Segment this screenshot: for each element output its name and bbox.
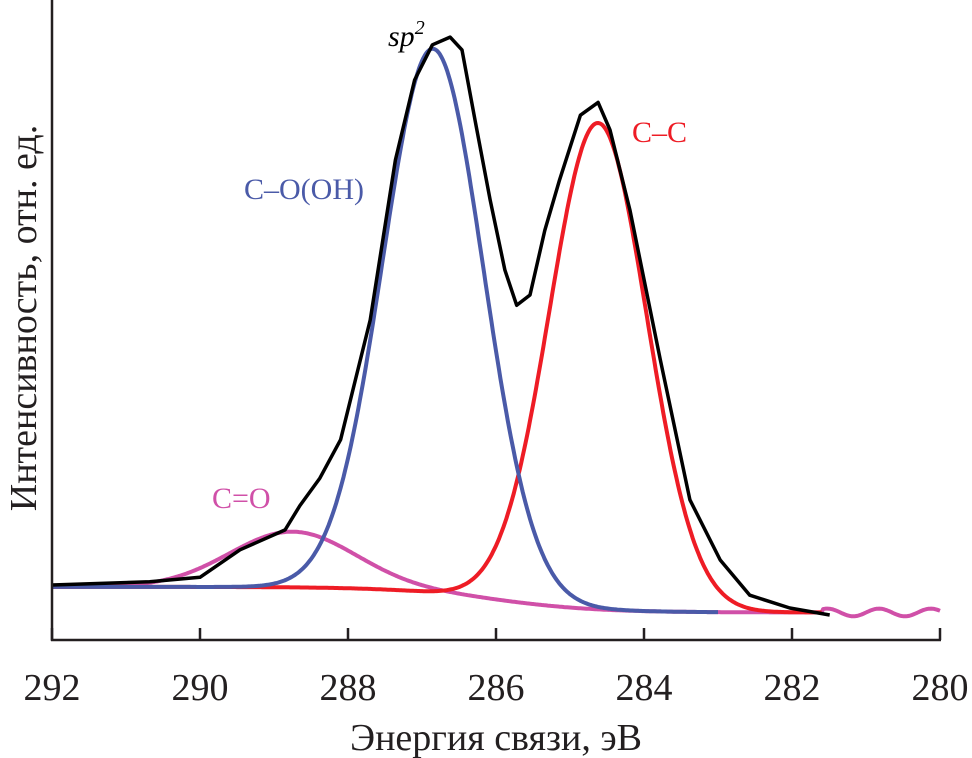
curves-layer <box>51 35 941 619</box>
annotation-sp2: sp2 <box>388 17 425 53</box>
annotation-c-o-oh: C–O(OH) <box>244 173 364 206</box>
x-tick-label: 288 <box>320 667 377 709</box>
x-tick-label: 280 <box>912 667 969 709</box>
annotation-c-eq-o: C=O <box>212 482 271 515</box>
x-axis-title: Энергия связи, эВ <box>350 717 642 758</box>
series-line-c-c <box>51 121 823 615</box>
annotation-c-c: C–C <box>632 116 687 149</box>
x-tick-label: 284 <box>616 667 673 709</box>
x-ticks: 292 290 288 286 284 282 280 <box>24 628 969 709</box>
y-axis-title: Интенсивность, отн. ед. <box>3 125 45 511</box>
x-tick-label: 290 <box>172 667 229 709</box>
series-line-experimental <box>51 35 831 617</box>
x-tick-label: 286 <box>468 667 525 709</box>
x-tick-label: 292 <box>24 667 81 709</box>
x-tick-label: 282 <box>764 667 821 709</box>
series-line-c-o-oh- <box>51 46 719 615</box>
